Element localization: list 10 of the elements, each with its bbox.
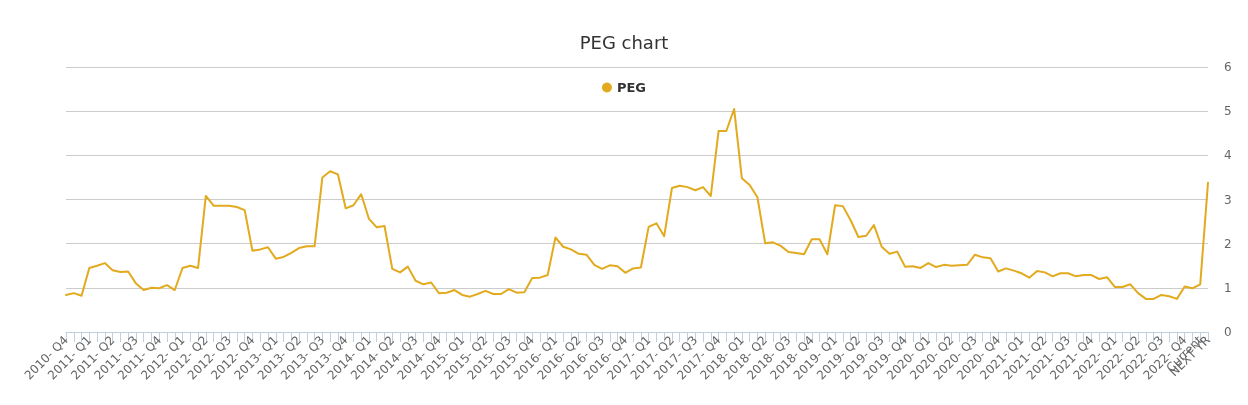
chart-title: PEG chart <box>579 31 669 53</box>
y-tick-label: 0 <box>1224 325 1232 339</box>
y-tick-label: 5 <box>1224 104 1232 119</box>
y-tick-label: 6 <box>1224 60 1232 74</box>
y-tick-label: 3 <box>1224 192 1232 207</box>
y-tick-label: 4 <box>1224 148 1232 163</box>
line-series <box>65 107 1209 300</box>
legend-label: PEG <box>616 80 647 95</box>
y-tick-label: 1 <box>1224 280 1232 295</box>
y-tick-label: 2 <box>1224 236 1232 251</box>
